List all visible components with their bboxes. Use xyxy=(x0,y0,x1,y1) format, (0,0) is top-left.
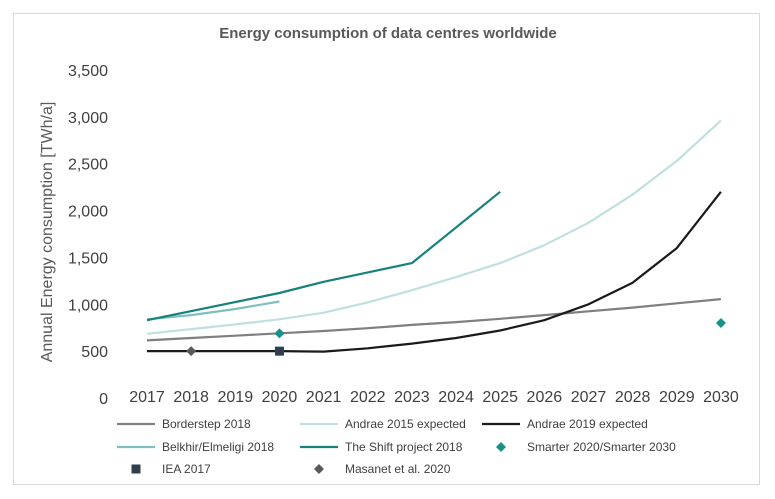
y-tick-label: 2,500 xyxy=(68,157,108,174)
series-line xyxy=(146,298,722,342)
y-tick-label: 0 xyxy=(99,391,108,408)
x-tick-label: 2020 xyxy=(262,389,298,406)
legend-item-smarter-2020-smarter-2030: Smarter 2020/Smarter 2030 xyxy=(496,440,676,454)
series-masanet-et-al-2020 xyxy=(186,346,197,357)
legend-item-iea-2017: IEA 2017 xyxy=(131,462,211,476)
series-group xyxy=(146,119,726,357)
series-andrae-2019-expected xyxy=(147,191,722,353)
legend-label: Andrae 2019 expected xyxy=(527,417,648,431)
legend-label: Andrae 2015 expected xyxy=(345,417,466,431)
y-tick-label: 1,000 xyxy=(68,297,108,314)
legend-label: IEA 2017 xyxy=(162,462,211,476)
series-the-shift-project-2018 xyxy=(146,190,501,322)
x-axis: 2017 2018 2019 2020 2021 2022 2023 2024 2025 2026… xyxy=(129,389,739,406)
series-line xyxy=(146,119,722,335)
x-tick-label: 2018 xyxy=(173,389,209,406)
legend-label: The Shift project 2018 xyxy=(345,440,463,454)
series-smarter-2020-smarter-2030 xyxy=(274,318,726,339)
data-point xyxy=(715,318,726,329)
legend-item-the-shift-project-2018: The Shift project 2018 xyxy=(300,440,463,454)
data-point xyxy=(274,328,285,339)
legend-swatch xyxy=(496,442,506,452)
legend-item-masanet-et-al-2020: Masanet et al. 2020 xyxy=(314,462,451,476)
x-tick-label: 2017 xyxy=(129,389,165,406)
series-belkhir-elmeligi-2018 xyxy=(146,300,280,321)
legend-item-andrae-2019-expected: Andrae 2019 expected xyxy=(482,417,648,431)
data-point xyxy=(274,346,284,356)
legend-item-andrae-2015-expected: Andrae 2015 expected xyxy=(300,417,466,431)
series-line xyxy=(147,191,722,353)
x-tick-label: 2025 xyxy=(482,389,518,406)
legend-label: Smarter 2020/Smarter 2030 xyxy=(527,440,676,454)
x-tick-label: 2023 xyxy=(394,389,430,406)
x-tick-label: 2019 xyxy=(218,389,254,406)
x-tick-label: 2026 xyxy=(527,389,563,406)
series-andrae-2015-expected xyxy=(146,119,722,335)
data-point xyxy=(186,346,197,357)
x-tick-label: 2028 xyxy=(615,389,651,406)
series-line xyxy=(146,300,280,321)
y-axis-label: Annual Energy consumption [TWh/a] xyxy=(39,102,56,363)
y-tick-label: 500 xyxy=(81,344,108,361)
x-tick-label: 2021 xyxy=(306,389,342,406)
x-tick-label: 2024 xyxy=(438,389,474,406)
y-tick-label: 3,000 xyxy=(68,110,108,127)
series-line xyxy=(146,190,501,322)
x-tick-label: 2022 xyxy=(350,389,386,406)
y-tick-label: 3,500 xyxy=(68,63,108,80)
legend: Borderstep 2018 Andrae 2015 expected Andra… xyxy=(117,417,676,476)
legend-label: Masanet et al. 2020 xyxy=(345,462,451,476)
chart-frame xyxy=(13,13,760,485)
series-iea-2017 xyxy=(274,346,284,356)
y-tick-label: 2,000 xyxy=(68,204,108,221)
legend-swatch xyxy=(131,464,141,474)
legend-label: Borderstep 2018 xyxy=(162,417,251,431)
x-tick-label: 2029 xyxy=(659,389,695,406)
x-tick-label: 2027 xyxy=(571,389,607,406)
legend-item-belkhir-elmeligi-2018: Belkhir/Elmeligi 2018 xyxy=(117,440,274,454)
series-borderstep-2018 xyxy=(146,298,722,342)
y-axis: 0 500 1,000 1,500 2,000 2,500 3,000 3,500 xyxy=(68,63,108,408)
legend-label: Belkhir/Elmeligi 2018 xyxy=(162,440,274,454)
legend-item-borderstep-2018: Borderstep 2018 xyxy=(117,417,251,431)
y-tick-label: 1,500 xyxy=(68,250,108,267)
legend-swatch xyxy=(314,464,324,474)
chart-title: Energy consumption of data centres world… xyxy=(219,25,557,42)
x-tick-label: 2030 xyxy=(703,389,739,406)
